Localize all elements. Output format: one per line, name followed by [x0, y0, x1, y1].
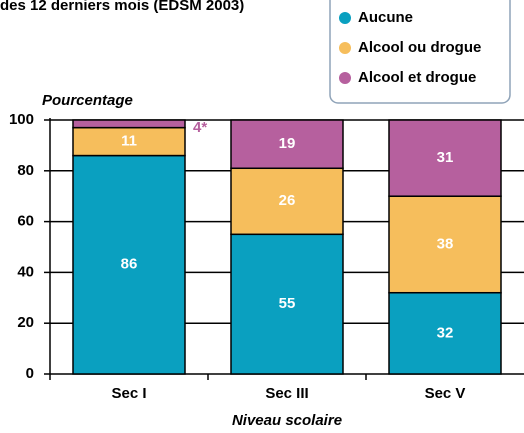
bar-segment — [72, 119, 186, 129]
data-label: 26 — [279, 192, 296, 209]
legend-label: Alcool ou drogue — [358, 39, 481, 56]
bar-segment — [230, 233, 344, 375]
legend-marker — [339, 12, 351, 24]
data-label: 4* — [193, 119, 207, 136]
bar-segment — [230, 119, 344, 170]
y-tick-label: 100 — [9, 111, 34, 128]
data-label: 86 — [121, 256, 138, 273]
y-tick-label: 40 — [17, 263, 34, 280]
data-label: 55 — [279, 295, 296, 312]
bar-segment — [72, 126, 186, 157]
data-label: 38 — [437, 235, 454, 252]
data-label: 19 — [279, 135, 296, 152]
x-tick-label: Sec V — [425, 385, 466, 402]
bar-segment — [72, 154, 186, 375]
legend-marker — [339, 72, 351, 84]
legend-label: Alcool et drogue — [358, 69, 476, 86]
bar-segment — [388, 119, 502, 197]
bar-segment — [388, 195, 502, 294]
legend-box — [329, 0, 511, 104]
x-tick-label: Sec III — [265, 385, 308, 402]
bar-segment — [388, 291, 502, 375]
x-tick-label: Sec I — [111, 385, 146, 402]
data-label: 32 — [437, 324, 454, 341]
data-label: 11 — [121, 133, 137, 150]
y-axis-label: Pourcentage — [42, 92, 133, 109]
y-tick-label: 80 — [17, 162, 34, 179]
chart-title: des 12 derniers mois (EDSM 2003) — [0, 0, 244, 14]
bar-segment — [230, 167, 344, 236]
y-tick-label: 20 — [17, 314, 34, 331]
legend-marker — [339, 42, 351, 54]
x-axis-label: Niveau scolaire — [232, 412, 342, 429]
y-tick-label: 0 — [26, 365, 34, 382]
data-label: 31 — [437, 149, 454, 166]
legend-label: Aucune — [358, 9, 413, 26]
y-tick-label: 60 — [17, 213, 34, 230]
